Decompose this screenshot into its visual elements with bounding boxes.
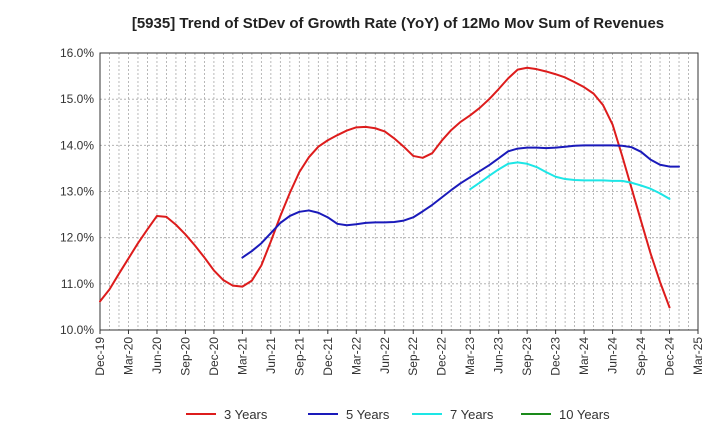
legend-label: 7 Years xyxy=(450,407,494,422)
legend-label: 10 Years xyxy=(559,407,610,422)
y-tick-label: 13.0% xyxy=(60,185,94,199)
x-tick-label: Dec-24 xyxy=(663,337,677,376)
x-tick-label: Mar-20 xyxy=(121,337,135,375)
y-axis: 10.0% 11.0% 12.0% 13.0% 14.0% 15.0% 16.0% xyxy=(60,46,94,337)
plot-area xyxy=(99,52,699,331)
series-line-7-years xyxy=(469,161,671,200)
x-tick-label: Sep-24 xyxy=(634,337,648,376)
y-tick-label: 15.0% xyxy=(60,92,94,106)
legend-label: 3 Years xyxy=(224,407,268,422)
x-tick-label: Sep-21 xyxy=(292,337,306,376)
x-tick-label: Jun-22 xyxy=(378,337,392,374)
x-tick-label: Mar-21 xyxy=(235,337,249,375)
y-tick-label: 10.0% xyxy=(60,323,94,337)
x-tick-label: Dec-19 xyxy=(93,337,107,376)
x-tick-label: Jun-23 xyxy=(492,337,506,374)
x-tick-label: Mar-24 xyxy=(577,337,591,375)
plot-frame xyxy=(99,52,699,331)
chart-title: [5935] Trend of StDev of Growth Rate (Yo… xyxy=(132,15,664,32)
x-tick-label: Dec-21 xyxy=(321,337,335,376)
x-tick-label: Dec-23 xyxy=(549,337,563,376)
legend: 3 Years 5 Years 7 Years 10 Years xyxy=(186,407,610,422)
x-tick-label: Jun-21 xyxy=(264,337,278,374)
y-tick-label: 14.0% xyxy=(60,138,94,152)
x-tick-label: Dec-22 xyxy=(435,337,449,376)
x-tick-label: Mar-22 xyxy=(349,337,363,375)
x-tick-label: Sep-23 xyxy=(520,337,534,376)
y-tick-label: 11.0% xyxy=(61,277,94,291)
y-tick-label: 12.0% xyxy=(60,231,94,245)
x-tick-label: Jun-20 xyxy=(150,337,164,374)
x-tick-label: Jun-24 xyxy=(606,337,620,374)
x-tick-label: Dec-20 xyxy=(207,337,221,376)
x-tick-label: Sep-20 xyxy=(178,337,192,376)
x-axis: Dec-19 Mar-20 Jun-20 Sep-20 Dec-20 Mar-21 Jun-… xyxy=(93,330,705,376)
series-line-5-years xyxy=(241,144,681,259)
x-tick-label: Mar-23 xyxy=(463,337,477,375)
y-tick-label: 16.0% xyxy=(60,46,94,60)
x-tick-label: Mar-25 xyxy=(691,337,705,375)
x-tick-label: Sep-22 xyxy=(406,337,420,376)
legend-label: 5 Years xyxy=(346,407,390,422)
series-line-3-years xyxy=(99,66,671,309)
